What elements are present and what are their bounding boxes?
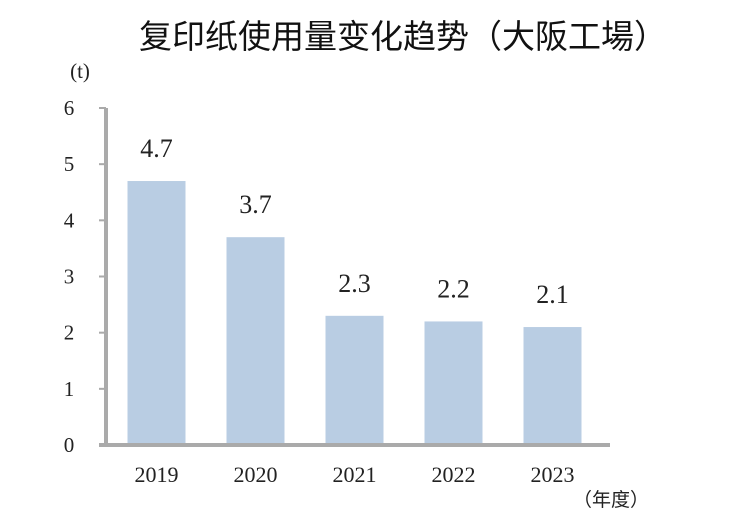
bar-2023 — [523, 327, 582, 445]
y-tick-label: 0 — [64, 433, 75, 457]
bar-2020 — [226, 237, 285, 445]
data-label: 3.7 — [239, 190, 272, 219]
data-label: 4.7 — [140, 134, 173, 163]
y-axis: 0 1 2 3 4 5 6 — [64, 96, 108, 457]
y-axis-unit: (t) — [70, 59, 90, 83]
data-label: 2.1 — [536, 280, 569, 309]
y-tick-label: 5 — [64, 152, 75, 176]
y-tick-label: 3 — [64, 265, 75, 289]
x-axis-unit: （年度） — [573, 489, 649, 511]
y-tick-label: 6 — [64, 96, 75, 120]
x-tick-label: 2022 — [432, 462, 476, 487]
data-label: 2.2 — [437, 274, 470, 303]
y-tick-label: 1 — [64, 377, 75, 401]
bar-2019 — [127, 181, 186, 445]
y-tick-label: 4 — [64, 208, 75, 232]
bar-2021 — [325, 315, 384, 445]
bars — [127, 181, 582, 445]
y-tick-label: 2 — [64, 321, 75, 345]
data-label: 2.3 — [338, 269, 371, 298]
value-labels: 4.7 3.7 2.3 2.2 2.1 — [140, 134, 569, 309]
bar-2022 — [424, 321, 483, 445]
x-axis: 2019 2020 2021 2022 2023 — [99, 443, 610, 487]
chart-title: 复印纸使用量变化趋势（大阪工場） — [139, 17, 667, 56]
x-tick-label: 2023 — [531, 462, 575, 487]
x-tick-label: 2021 — [333, 462, 377, 487]
x-tick-label: 2020 — [234, 462, 278, 487]
x-tick-label: 2019 — [135, 462, 179, 487]
